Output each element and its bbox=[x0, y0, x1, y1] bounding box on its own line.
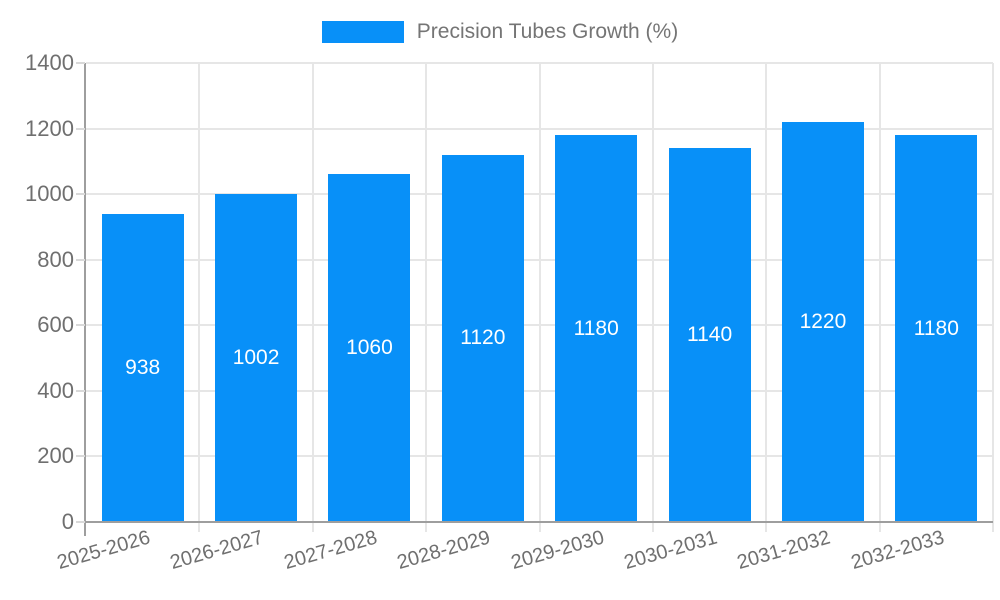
x-gridline bbox=[765, 63, 768, 532]
x-axis-tick-label: 2025-2026 bbox=[54, 526, 153, 574]
y-axis-tick bbox=[76, 258, 85, 261]
x-axis-tick-label: 2026-2027 bbox=[168, 526, 267, 574]
x-axis-tick-label: 2031-2032 bbox=[734, 526, 833, 574]
legend: Precision Tubes Growth (%) bbox=[0, 20, 1000, 44]
x-gridline bbox=[311, 63, 314, 532]
legend-label: Precision Tubes Growth (%) bbox=[416, 20, 679, 43]
plot-area: 938 1002 1060 1120 1180 1140 1220 1180 bbox=[86, 62, 994, 532]
y-axis-tick-label: 200 bbox=[37, 443, 74, 469]
bar-value-label: 1120 bbox=[460, 326, 506, 350]
bar-value-label: 1060 bbox=[346, 336, 393, 360]
x-axis-tick-label: 2029-2030 bbox=[508, 526, 607, 574]
bar-2025-2026[interactable]: 938 bbox=[101, 214, 184, 522]
bar-value-label: 1002 bbox=[232, 345, 280, 369]
x-axis-tick-label: 2032-2033 bbox=[848, 526, 947, 574]
y-axis-tick-label: 400 bbox=[37, 377, 74, 403]
bar-2030-2031[interactable]: 1140 bbox=[668, 148, 751, 522]
x-gridline bbox=[651, 63, 654, 532]
x-gridline bbox=[198, 63, 201, 532]
x-gridline bbox=[878, 63, 881, 532]
x-gridline bbox=[538, 63, 541, 532]
y-axis-tick bbox=[76, 324, 85, 327]
x-axis-baseline bbox=[84, 521, 993, 523]
bar-2027-2028[interactable]: 1060 bbox=[328, 174, 411, 522]
bar-value-label: 1220 bbox=[799, 310, 847, 333]
bar-2032-2033[interactable]: 1180 bbox=[895, 135, 978, 522]
bar-value-label: 1180 bbox=[913, 316, 959, 340]
bar-2028-2029[interactable]: 1120 bbox=[441, 154, 524, 522]
y-axis-tick-label: 1400 bbox=[25, 50, 74, 75]
y-axis-tick bbox=[76, 521, 85, 523]
y-axis-tick-label: 800 bbox=[37, 246, 74, 272]
x-axis-tick-label: 2027-2028 bbox=[281, 526, 380, 574]
bar-2031-2032[interactable]: 1220 bbox=[781, 122, 864, 522]
bar-2029-2030[interactable]: 1180 bbox=[555, 135, 638, 522]
y-axis-tick-label: 1000 bbox=[25, 181, 74, 207]
y-axis-tick bbox=[76, 62, 85, 64]
bars-layer: 938 1002 1060 1120 1180 1140 1220 1180 bbox=[86, 63, 993, 522]
x-gridline bbox=[992, 63, 994, 532]
y-axis-tick-label: 1200 bbox=[25, 115, 74, 141]
y-axis-tick-label: 0 bbox=[61, 509, 74, 534]
bar-value-label: 1180 bbox=[573, 316, 619, 340]
y-axis-tick bbox=[76, 389, 85, 392]
y-axis-tick-label: 600 bbox=[37, 312, 74, 338]
x-axis-tick-label: 2030-2031 bbox=[621, 526, 720, 574]
x-axis-tick-label: 2028-2029 bbox=[394, 526, 493, 574]
bar-2026-2027[interactable]: 1002 bbox=[215, 193, 298, 522]
legend-swatch bbox=[321, 21, 404, 43]
y-axis-tick bbox=[76, 127, 85, 130]
gridlines-layer bbox=[86, 62, 994, 532]
y-axis-tick bbox=[76, 193, 85, 196]
y-axis-line bbox=[84, 63, 86, 536]
bar-value-label: 1140 bbox=[686, 323, 733, 347]
bar-value-label: 938 bbox=[125, 356, 161, 380]
y-axis-tick bbox=[76, 455, 85, 458]
x-gridline bbox=[425, 63, 428, 532]
